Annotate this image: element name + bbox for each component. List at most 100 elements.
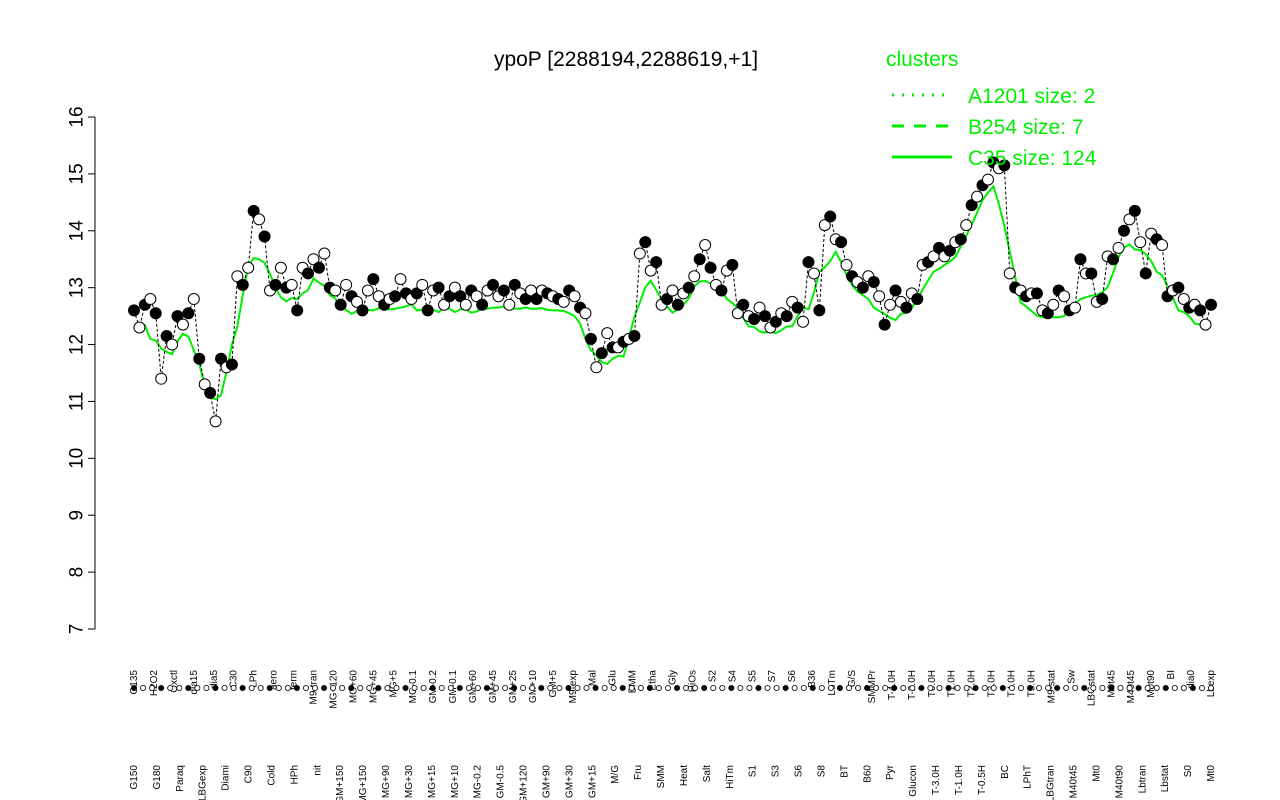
x-label-top: Glu <box>608 670 619 686</box>
data-point <box>650 256 663 269</box>
x-label-top: T0.0H <box>927 670 938 697</box>
x-marker <box>1180 685 1187 692</box>
x-marker <box>167 685 174 692</box>
data-point <box>813 304 826 317</box>
x-marker <box>375 685 382 692</box>
x-label-bottom: M40t90 <box>1114 765 1125 799</box>
data-point <box>166 338 179 351</box>
x-marker <box>936 685 943 692</box>
x-marker <box>674 685 681 692</box>
x-marker <box>909 685 916 692</box>
x-marker <box>1036 685 1043 692</box>
data-point <box>873 290 886 303</box>
x-label-top: T1.0H <box>947 670 958 697</box>
data-point <box>1112 241 1125 254</box>
x-marker <box>737 685 744 692</box>
data-point <box>1069 301 1082 314</box>
x-marker <box>212 685 219 692</box>
x-label-bottom: Heat <box>679 765 690 786</box>
data-point <box>476 298 489 311</box>
x-label-bottom: Cold <box>266 765 277 786</box>
x-marker <box>1099 685 1106 692</box>
x-label-bottom: S0 <box>1183 765 1194 778</box>
x-marker <box>719 685 726 692</box>
x-label-bottom: nit <box>312 765 323 776</box>
data-point <box>1139 267 1152 280</box>
data-point <box>682 281 695 294</box>
x-marker <box>266 685 273 692</box>
data-point <box>312 261 325 274</box>
x-marker <box>701 685 708 692</box>
data-point <box>487 278 499 291</box>
x-marker <box>321 685 328 692</box>
data-point <box>470 290 483 303</box>
x-label-top: Sw <box>1066 669 1077 684</box>
data-point <box>269 278 282 291</box>
x-label-bottom: Diami <box>221 765 232 791</box>
data-point <box>367 273 380 286</box>
data-point <box>176 318 189 331</box>
x-marker <box>900 685 907 692</box>
data-point <box>133 321 146 334</box>
x-marker <box>221 685 228 692</box>
x-label-top: MG+5 <box>388 670 399 698</box>
data-point <box>835 236 848 249</box>
x-label-bottom: Glucon <box>908 765 919 797</box>
x-marker <box>891 685 898 692</box>
x-label-top: Gly <box>668 670 679 685</box>
x-marker <box>547 685 554 692</box>
x-label-bottom: Mt0 <box>1206 765 1217 782</box>
data-point <box>329 284 342 297</box>
data-point <box>302 267 315 280</box>
data-point <box>389 290 402 303</box>
x-marker <box>194 685 201 692</box>
x-marker <box>800 685 807 692</box>
data-point <box>818 219 831 232</box>
x-marker <box>664 685 671 692</box>
data-point <box>699 239 712 251</box>
x-marker <box>275 685 282 692</box>
x-marker <box>302 685 309 692</box>
x-label-top: T-4.0H <box>887 670 898 700</box>
data-point <box>802 256 815 269</box>
x-marker <box>239 685 246 692</box>
x-label-bottom: Paraq <box>175 765 186 792</box>
data-point <box>421 304 434 317</box>
data-point <box>448 281 461 294</box>
x-label-bottom: S8 <box>816 765 827 778</box>
x-label-top: HiOs <box>687 670 698 692</box>
data-point <box>693 253 706 266</box>
data-point <box>633 247 646 260</box>
y-tick-label: 11 <box>67 392 88 412</box>
x-label-bottom: G180 <box>152 765 163 790</box>
x-label-bottom: T-1.0H <box>954 765 965 795</box>
legend-label-b254: B254 size: 7 <box>968 116 1084 139</box>
x-label-top: M9-exp <box>568 670 579 704</box>
x-marker <box>773 685 780 692</box>
data-point <box>1134 236 1147 249</box>
data-point <box>769 315 782 328</box>
data-point <box>715 284 728 297</box>
data-point <box>998 159 1011 172</box>
data-point <box>933 241 946 254</box>
x-label-top: LoTm <box>827 670 838 696</box>
x-marker <box>963 685 970 692</box>
y-tick-label: 10 <box>67 448 88 469</box>
x-marker <box>764 685 771 692</box>
x-marker <box>456 685 463 692</box>
x-marker <box>655 685 662 692</box>
x-label-top: BMM <box>628 670 639 693</box>
x-marker <box>438 685 445 692</box>
x-label-top: Mal <box>588 670 599 686</box>
x-marker <box>972 685 979 692</box>
x-marker <box>637 685 644 692</box>
data-point <box>508 278 521 291</box>
data-point <box>236 278 249 291</box>
data-point <box>247 204 260 217</box>
x-marker <box>610 685 617 692</box>
x-marker <box>511 685 518 692</box>
x-marker <box>1189 685 1196 692</box>
data-point <box>144 293 157 306</box>
x-label-bottom: Fru <box>633 765 644 780</box>
data-point <box>911 293 924 306</box>
